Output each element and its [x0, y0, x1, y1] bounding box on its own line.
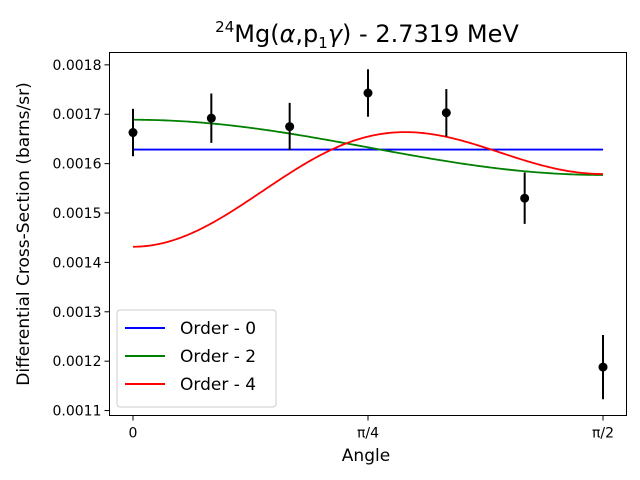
title-alpha: α	[280, 20, 296, 48]
data-point	[206, 113, 216, 123]
y-tick-label: 0.0015	[53, 206, 102, 222]
legend: Order - 0 Order - 2 Order - 4	[116, 309, 277, 408]
x-tick-label: π/2	[592, 426, 614, 442]
x-tick-label: 0	[129, 426, 138, 442]
y-tick-label: 0.0018	[53, 58, 102, 74]
y-axis-label: Differential Cross-Section (barns/sr)	[14, 82, 34, 385]
y-tick-label: 0.0017	[53, 107, 102, 123]
title-gamma: γ	[328, 20, 344, 48]
legend-label-order-0: Order - 0	[180, 319, 256, 339]
x-axis-label: Angle	[342, 446, 390, 466]
title-superscript: 24	[215, 18, 234, 36]
series-line-order-4	[132, 131, 604, 248]
y-tick-label: 0.0011	[53, 404, 102, 420]
y-tick-label: 0.0014	[53, 255, 102, 271]
title-subscript: 1	[318, 34, 328, 52]
legend-label-order-2: Order - 2	[180, 347, 256, 367]
y-tick-label: 0.0012	[53, 354, 102, 370]
chart-title: 24Mg(α,p1γ) - 2.7319 MeV	[215, 18, 519, 52]
title-element: Mg(	[234, 20, 279, 48]
title-energy: ) - 2.7319 MeV	[342, 20, 519, 48]
data-point	[363, 88, 373, 98]
data-points	[128, 69, 608, 400]
title-proton: ,p	[295, 20, 318, 48]
data-point	[128, 128, 138, 138]
y-tick-label: 0.0016	[53, 157, 102, 173]
y-tick-label: 0.0013	[53, 305, 102, 321]
data-point	[520, 193, 530, 203]
x-ticks: 0 π/4 π/2	[129, 415, 614, 442]
data-point	[441, 108, 451, 118]
x-tick-label: π/4	[357, 426, 379, 442]
data-point	[598, 362, 608, 372]
y-ticks: 0.0011 0.0012 0.0013 0.0014 0.0015 0.0016 0.00…	[53, 58, 110, 420]
data-point	[285, 122, 295, 132]
legend-box	[116, 309, 277, 408]
legend-label-order-4: Order - 4	[180, 375, 256, 395]
